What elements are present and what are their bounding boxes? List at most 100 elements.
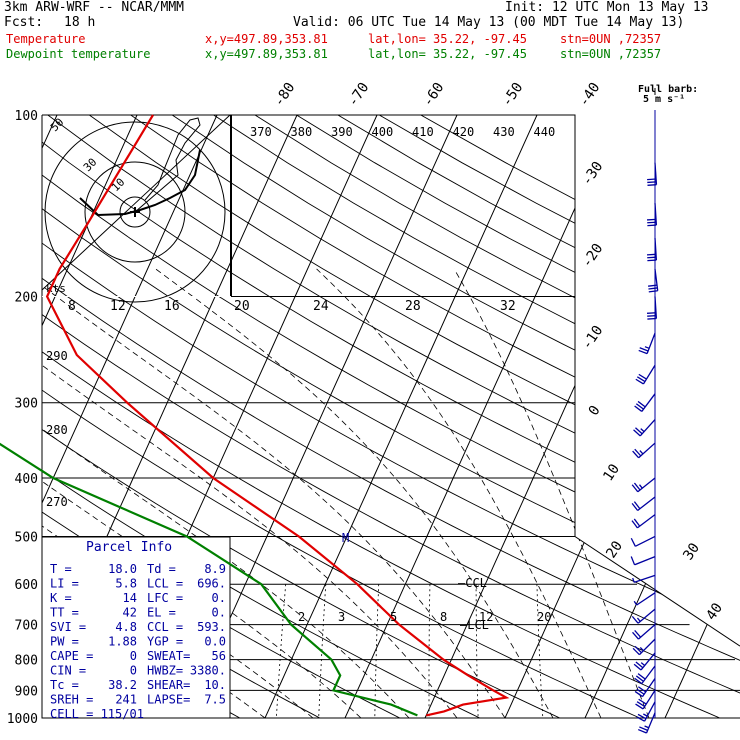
wind-barb — [647, 162, 658, 186]
wind-barb — [633, 419, 656, 437]
potential-temperature-label: 280 — [46, 423, 68, 437]
moist-adiabat-line — [453, 268, 650, 718]
mixing-ratio-line — [275, 584, 287, 718]
pressure-label: 100 — [15, 109, 38, 124]
dry-adiabat-line — [337, 115, 740, 718]
parcel-value: 1.88 — [108, 635, 137, 649]
dry-adiabat-line — [379, 115, 740, 718]
pressure-label: 1000 — [7, 712, 38, 727]
mixing-ratio-label: 8 — [440, 610, 447, 624]
init-time: Init: 12 UTC Mon 13 May 13 — [505, 0, 709, 15]
parcel-cell: CELL = 115/01 — [50, 707, 144, 721]
dry-adiabat-line — [42, 115, 740, 718]
wind-barb — [646, 238, 658, 262]
dewpoint-legend: Dewpoint temperature — [6, 47, 151, 61]
isotherm-label: -30 — [579, 159, 606, 189]
hodograph-speed-label: 32 — [500, 299, 516, 314]
hodograph-ring — [84, 161, 186, 263]
hodograph-ring — [119, 196, 151, 228]
dewpoint-station: stn=0UN ,72357 — [560, 47, 662, 61]
parcel-label: CCL = — [147, 620, 183, 634]
hodograph-speed-label: 12 — [110, 299, 126, 314]
hodograph-ring — [44, 121, 226, 303]
temperature-station: stn=0UN ,72357 — [560, 32, 662, 46]
wind-barb — [637, 712, 656, 734]
pressure-label: 300 — [15, 397, 38, 412]
parcel-value: 42 — [123, 606, 137, 620]
parcel-label: LFC = — [147, 591, 183, 605]
isotherm-line — [584, 115, 740, 718]
parcel-label: SREH = — [50, 693, 93, 707]
mixing-ratio-label: 20 — [537, 610, 551, 624]
parcel-label: LAPSE= — [147, 693, 190, 707]
potential-temperature-label: 370 — [250, 125, 272, 139]
isotherm-label: 40 — [703, 600, 726, 623]
hodograph-ring-label: 30 — [81, 156, 100, 175]
isotherm-line — [664, 115, 740, 718]
isotherm-label: -10 — [579, 323, 606, 353]
temperature-legend: Temperature — [6, 32, 86, 46]
wind-barb — [631, 477, 656, 493]
parcel-label: Tc = — [50, 678, 79, 692]
parcel-info-box — [41, 536, 231, 719]
pressure-label: 200 — [15, 291, 38, 306]
wind-barb — [636, 701, 656, 722]
parcel-label: EL = — [147, 606, 176, 620]
hodograph-speed-label: 28 — [405, 299, 421, 314]
parcel-value: 18.0 — [108, 562, 137, 576]
parcel-value: 0 — [130, 664, 137, 678]
isotherm-label: 30 — [680, 540, 703, 563]
hodograph-speed-label: 20 — [234, 299, 250, 314]
pressure-label: 900 — [15, 684, 38, 699]
parcel-value: 38.2 — [108, 678, 137, 692]
moist-adiabat-line — [316, 268, 602, 718]
wind-barb — [634, 665, 656, 685]
isotherm-label: 0 — [586, 403, 604, 419]
mixing-marker: M — [342, 531, 349, 545]
dewpoint-profile — [0, 442, 418, 717]
parcel-value: 14 — [123, 591, 137, 605]
parcel-value: 8.9 — [204, 562, 226, 576]
parcel-value: 4.8 — [115, 620, 137, 634]
isotherm-line — [264, 115, 538, 718]
isotherm-label: 10 — [600, 461, 623, 484]
wind-legend-title: Full barb: — [638, 84, 698, 95]
potential-temperature-label: 410 — [412, 125, 434, 139]
moist-adiabat-line — [42, 268, 410, 718]
parcel-label: CIN = — [50, 664, 86, 678]
wind-barb — [634, 678, 656, 698]
potential-temperature-label: 380 — [291, 125, 313, 139]
wind-barb — [631, 608, 656, 624]
hodograph-border — [230, 115, 232, 296]
pressure-label: 600 — [15, 578, 38, 593]
parcel-label: K = — [50, 591, 72, 605]
parcel-value: 241 — [115, 693, 137, 707]
isotherm-label: 20 — [603, 538, 626, 561]
parcel-label: Td = — [147, 562, 176, 576]
potential-temperature-label: 440 — [534, 125, 556, 139]
storm-motion-marker — [130, 207, 140, 217]
pressure-label: 500 — [15, 530, 38, 545]
parcel-value: 0.0 — [204, 635, 226, 649]
parcel-value: 7.5 — [204, 693, 226, 707]
isotherm-line — [344, 115, 618, 718]
parcel-value: 0. — [212, 606, 226, 620]
potential-temperature-label: 290 — [46, 349, 68, 363]
parcel-label: LI = — [50, 577, 79, 591]
parcel-value: 10. — [204, 678, 226, 692]
isotherm-label: -20 — [579, 241, 606, 271]
temperature-latlon: lat,lon= 35.22, -97.45 — [368, 32, 527, 46]
dry-adiabat-line — [42, 115, 740, 718]
dewpoint-latlon: lat,lon= 35.22, -97.45 — [368, 47, 527, 61]
wind-barb — [630, 535, 656, 547]
parcel-info-panel: Parcel Info T = 18.0 Td = 8.9 LI = 5.8 LCL = 696… — [41, 536, 231, 721]
isotherm-label: -40 — [576, 80, 603, 110]
dry-adiabat-line — [42, 115, 740, 718]
parcel-value: 3380. — [190, 664, 226, 678]
parcel-value: 593. — [197, 620, 226, 634]
parcel-value: 0. — [212, 591, 226, 605]
wind-barb-column: Full barb:5 m s⁻¹ — [630, 84, 698, 734]
wind-barb — [631, 496, 656, 512]
